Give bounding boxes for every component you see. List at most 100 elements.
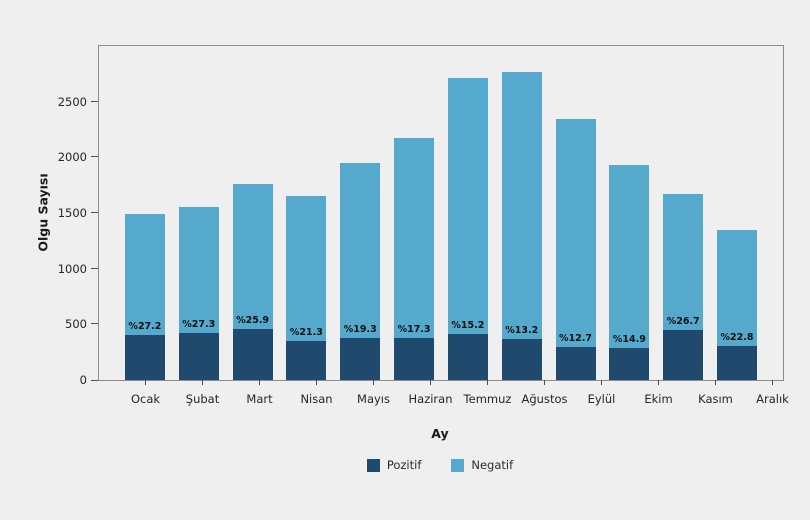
y-tick-label: 1500: [57, 205, 87, 220]
legend-label: Pozitif: [386, 458, 422, 472]
x-tick-cell: Mayıs: [345, 380, 402, 406]
bar-percentage-label: %26.7: [666, 315, 700, 327]
x-tick-cell: Nisan: [288, 380, 345, 406]
bar-segment-pozitif: [178, 333, 219, 380]
bar-percentage-label: %12.7: [559, 332, 593, 344]
bar-segment-negatif: [447, 78, 488, 334]
legend-swatch-icon: [451, 458, 465, 472]
bar-segment-pozitif: [501, 339, 542, 380]
bar-slot: %22.8: [710, 46, 764, 380]
bar-segment-pozitif: [609, 348, 650, 380]
x-tick-cell: Haziran: [402, 380, 459, 406]
bar-stack-month-8: %13.2: [501, 72, 542, 380]
bar-percentage-label: %19.3: [343, 323, 377, 335]
x-tick-mark: [316, 380, 317, 385]
bar-segment-negatif: [555, 119, 596, 347]
x-tick-label: Temmuz: [463, 392, 512, 406]
bar-segment-pozitif: [340, 338, 381, 380]
y-tick-mark: [91, 212, 98, 213]
x-tick-cell: Kasım: [687, 380, 744, 406]
y-tick-mark: [91, 268, 98, 269]
bar-segment-pozitif: [555, 347, 596, 380]
bar-segment-pozitif: [232, 329, 273, 380]
x-tick-mark: [601, 380, 602, 385]
bar-segment-negatif: [717, 230, 758, 346]
x-tick-label: Eylül: [587, 392, 616, 406]
y-tick-label: 2000: [57, 149, 87, 164]
bar-percentage-label: %21.3: [289, 326, 323, 338]
bar-segment-pozitif: [124, 335, 165, 380]
bar-slot: %19.3: [333, 46, 387, 380]
bar-slot: %21.3: [279, 46, 333, 380]
bar-percentage-label: %27.3: [182, 318, 216, 330]
bar-stack-month-10: %14.9: [609, 165, 650, 380]
legend: Pozitif Negatif: [98, 458, 782, 472]
x-tick-label: Haziran: [408, 392, 453, 406]
y-tick-mark: [91, 156, 98, 157]
bar-segment-negatif: [124, 214, 165, 335]
bar-slot: %13.2: [495, 46, 549, 380]
x-tick-cell: Mart: [231, 380, 288, 406]
x-tick-label: Mayıs: [357, 392, 390, 406]
y-tick-label: 2500: [57, 94, 87, 109]
legend-swatch-icon: [366, 458, 380, 472]
bar-slot: %27.2: [118, 46, 172, 380]
bar-percentage-label: %13.2: [505, 324, 539, 336]
x-tick-label: Ağustos: [521, 392, 568, 406]
bar-stack-month-9: %12.7: [555, 119, 596, 380]
bar-segment-negatif: [178, 207, 219, 333]
bars-container: %27.2 %27.3 %25.9 %21.3 %19.3 %17.3 %15.2 %13.2…: [99, 46, 783, 380]
bar-slot: %15.2: [441, 46, 495, 380]
x-tick-mark: [544, 380, 545, 385]
x-tick-mark: [487, 380, 488, 385]
bar-slot: %27.3: [172, 46, 226, 380]
y-tick-label: 500: [65, 316, 87, 331]
bar-stack-month-12: %22.8: [717, 230, 758, 380]
x-tick-label: Aralık: [756, 392, 789, 406]
x-tick-mark: [658, 380, 659, 385]
bar-segment-pozitif: [663, 330, 704, 380]
bar-percentage-label: %22.8: [720, 331, 754, 343]
bar-segment-pozitif: [447, 334, 488, 380]
bar-percentage-label: %25.9: [236, 314, 270, 326]
x-tick-mark: [259, 380, 260, 385]
bar-stack-month-11: %26.7: [663, 194, 704, 380]
bar-percentage-label: %15.2: [451, 319, 485, 331]
y-tick-label: 0: [79, 372, 87, 387]
x-tick-cell: Temmuz: [459, 380, 516, 406]
bar-slot: %17.3: [387, 46, 441, 380]
y-tick-mark: [91, 380, 98, 381]
bar-segment-negatif: [609, 165, 650, 348]
legend-item-pozitif: Pozitif: [366, 458, 422, 472]
y-axis-title-wrap: Olgu Sayısı: [30, 45, 56, 379]
x-tick-label: Ocak: [130, 392, 161, 406]
legend-label: Negatif: [471, 458, 514, 472]
x-tick-cell: Şubat: [174, 380, 231, 406]
x-tick-mark: [202, 380, 203, 385]
bar-segment-negatif: [340, 163, 381, 338]
bar-segment-pozitif: [394, 338, 435, 380]
bar-slot: %14.9: [602, 46, 656, 380]
bar-slot: %26.7: [656, 46, 710, 380]
x-tick-mark: [373, 380, 374, 385]
x-tick-cell: Ocak: [117, 380, 174, 406]
x-tick-label: Şubat: [185, 392, 220, 406]
y-tick-mark: [91, 323, 98, 324]
bar-percentage-label: %27.2: [128, 320, 162, 332]
legend-item-negatif: Negatif: [451, 458, 513, 472]
bar-segment-negatif: [663, 194, 704, 330]
x-tick-cell: Aralık: [744, 380, 801, 406]
bar-segment-negatif: [232, 184, 273, 329]
bar-stack-month-5: %19.3: [340, 163, 381, 380]
bar-segment-negatif: [394, 138, 435, 338]
x-tick-mark: [715, 380, 716, 385]
x-tick-mark: [145, 380, 146, 385]
x-tick-mark: [772, 380, 773, 385]
x-tick-label: Kasım: [698, 392, 733, 406]
bar-slot: %25.9: [226, 46, 280, 380]
x-tick-cell: Ağustos: [516, 380, 573, 406]
x-axis-title: Ay: [431, 426, 449, 441]
bar-percentage-label: %14.9: [612, 333, 646, 345]
bar-segment-pozitif: [286, 341, 327, 380]
